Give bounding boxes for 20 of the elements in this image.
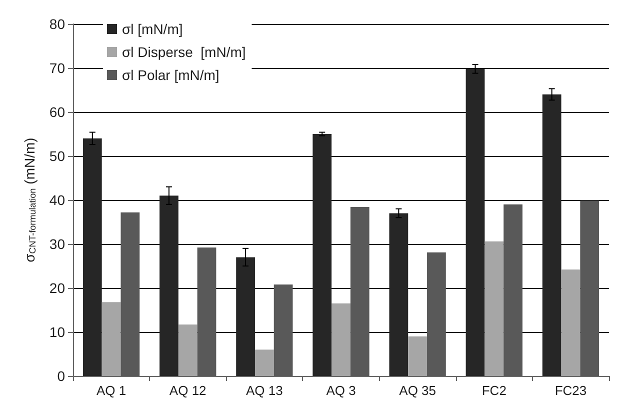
legend-label: σl Disperse [mN/m] <box>122 44 246 60</box>
legend-label: σl [mN/m] <box>122 21 183 37</box>
x-tick-label: FC2 <box>482 383 506 398</box>
x-tick-label: AQ 35 <box>399 383 436 398</box>
x-tick-label: FC23 <box>554 383 587 398</box>
x-tick-label: AQ 1 <box>96 383 126 398</box>
y-tick-label: 0 <box>57 368 66 384</box>
x-tick-label: AQ 12 <box>169 383 206 398</box>
legend-label: σl Polar [mN/m] <box>122 67 220 83</box>
x-tick-label: AQ 3 <box>326 383 356 398</box>
y-tick-label: 20 <box>49 280 66 296</box>
y-tick-label: 70 <box>49 60 66 76</box>
x-tick-label: AQ 13 <box>246 383 283 398</box>
y-tick-label: 60 <box>49 104 66 120</box>
y-tick-label: 10 <box>49 324 66 340</box>
y-axis-title: σCNT-formulation (mN/m) <box>22 138 38 262</box>
y-tick-label: 30 <box>49 236 66 252</box>
y-tick-label: 40 <box>49 192 66 208</box>
y-tick-label: 80 <box>49 16 66 32</box>
y-tick-label: 50 <box>49 148 66 164</box>
